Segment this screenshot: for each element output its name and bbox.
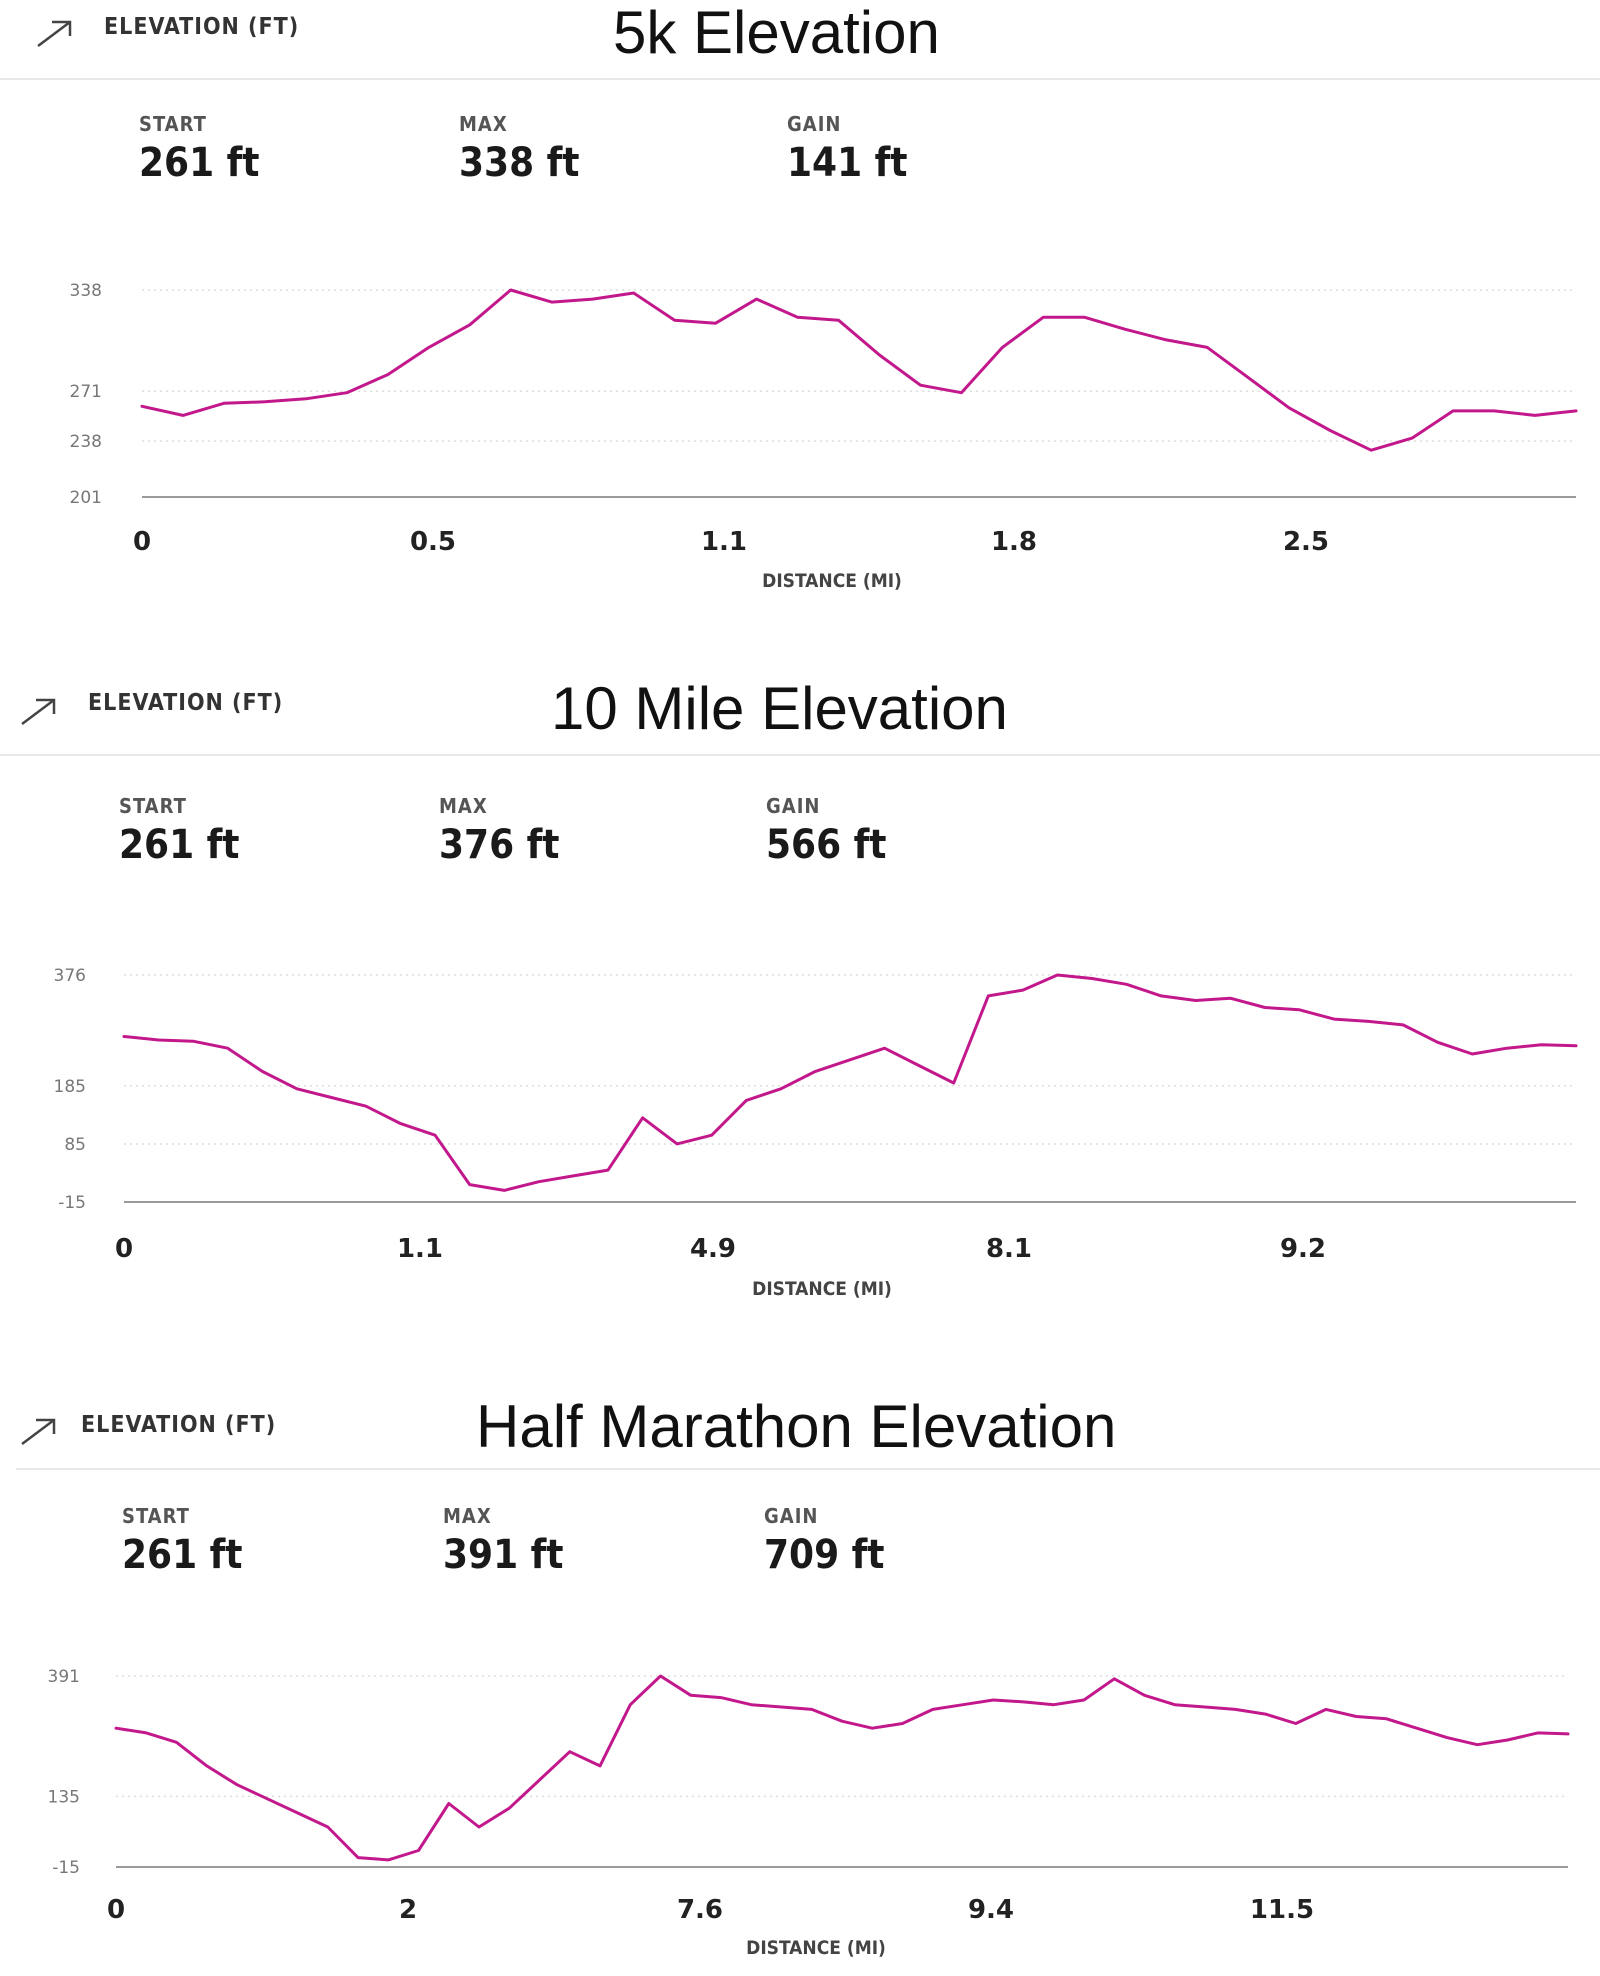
- x-tick-label: 0: [115, 1234, 133, 1264]
- x-tick-label: 0: [133, 527, 151, 557]
- stat-gain: GAIN 141 ft: [787, 112, 908, 186]
- stat-value: 338 ft: [459, 140, 580, 186]
- trend-arrow-icon: [21, 698, 56, 725]
- y-tick-label: 376: [54, 966, 86, 986]
- elevation-line: [122, 973, 1578, 1192]
- y-tick-label: -15: [52, 1858, 80, 1878]
- stat-gain: GAIN 566 ft: [766, 794, 887, 868]
- x-tick-label: 1.8: [991, 527, 1037, 557]
- y-tick-label: 85: [64, 1135, 86, 1155]
- y-tick-label: 338: [70, 281, 102, 301]
- stat-label: START: [139, 112, 207, 136]
- stat-label: GAIN: [764, 1504, 819, 1528]
- x-tick-label: 2: [399, 1895, 417, 1925]
- stat-start: START 261 ft: [122, 1504, 243, 1578]
- x-tick-label: 4.9: [690, 1234, 736, 1264]
- x-tick-label: 2.5: [1283, 527, 1329, 557]
- chart-panel-half-marathon: ELEVATION (FT) Half Marathon Elevation S…: [0, 1392, 1600, 1976]
- x-axis-label: DISTANCE (MI): [746, 1937, 886, 1959]
- stat-value: 261 ft: [119, 822, 240, 868]
- stat-label: GAIN: [766, 794, 821, 818]
- trend-arrow-icon: [21, 1418, 56, 1445]
- stat-value: 261 ft: [139, 140, 260, 186]
- stat-start: START 261 ft: [119, 794, 240, 868]
- y-tick-label: 391: [48, 1667, 80, 1687]
- y-tick-label: -15: [58, 1193, 86, 1213]
- stat-max: MAX 338 ft: [459, 112, 580, 186]
- stat-gain: GAIN 709 ft: [764, 1504, 885, 1578]
- x-tick-label: 0: [107, 1895, 125, 1925]
- x-tick-label: 8.1: [986, 1234, 1032, 1264]
- chart-header: ELEVATION (FT) 10 Mile Elevation: [0, 675, 1600, 756]
- stat-value: 566 ft: [766, 822, 887, 868]
- y-tick-label: 271: [70, 382, 102, 402]
- stat-label: START: [119, 794, 187, 818]
- stat-label: MAX: [443, 1504, 492, 1528]
- stat-max: MAX 391 ft: [443, 1504, 564, 1578]
- stat-value: 261 ft: [122, 1532, 243, 1578]
- chart-title: 5k Elevation: [613, 0, 940, 66]
- chart-panel-10-mile: ELEVATION (FT) 10 Mile Elevation START 2…: [0, 675, 1600, 1316]
- x-tick-label: 7.6: [677, 1895, 723, 1925]
- stat-value: 376 ft: [439, 822, 560, 868]
- stat-value: 141 ft: [787, 140, 908, 186]
- stat-label: MAX: [459, 112, 508, 136]
- x-tick-label: 1.1: [701, 527, 747, 557]
- stat-max: MAX 376 ft: [439, 794, 560, 868]
- x-tick-label: 0.5: [410, 527, 456, 557]
- elevation-label: ELEVATION (FT): [104, 14, 300, 40]
- elevation-label: ELEVATION (FT): [81, 1412, 277, 1438]
- elevation-label: ELEVATION (FT): [88, 690, 284, 716]
- stat-value: 391 ft: [443, 1532, 564, 1578]
- x-tick-label: 9.4: [968, 1895, 1014, 1925]
- stat-label: MAX: [439, 794, 488, 818]
- x-axis-label: DISTANCE (MI): [752, 1278, 892, 1300]
- chart-header: ELEVATION (FT) 5k Elevation: [0, 0, 1600, 80]
- y-tick-label: 238: [70, 432, 102, 452]
- stat-value: 709 ft: [764, 1532, 885, 1578]
- chart-title: 10 Mile Elevation: [551, 675, 1008, 742]
- x-axis-label: DISTANCE (MI): [762, 570, 902, 592]
- y-tick-label: 185: [54, 1077, 86, 1097]
- x-tick-label: 9.2: [1280, 1234, 1326, 1264]
- elevation-line: [140, 288, 1578, 452]
- y-tick-label: 201: [70, 488, 102, 508]
- chart-title: Half Marathon Elevation: [476, 1393, 1117, 1460]
- trend-arrow-icon: [37, 20, 72, 47]
- stat-start: START 261 ft: [139, 112, 260, 186]
- elevation-chart-5k: 338 271 238 201 0 0.5 1.1 1.8 2.5 DISTANCE (MI): [70, 281, 1578, 592]
- stat-label: GAIN: [787, 112, 842, 136]
- x-tick-label: 11.5: [1250, 1895, 1314, 1925]
- x-tick-label: 1.1: [397, 1234, 443, 1264]
- elevation-line: [114, 1674, 1570, 1862]
- chart-header: ELEVATION (FT) Half Marathon Elevation: [16, 1392, 1600, 1470]
- stat-label: START: [122, 1504, 190, 1528]
- chart-panel-5k: ELEVATION (FT) 5k Elevation START 261 ft…: [0, 0, 1600, 620]
- y-tick-label: 135: [48, 1787, 80, 1807]
- elevation-chart-10-mile: 376 185 85 -15 0 1.1 4.9 8.1 9.2 DISTANCE (MI): [54, 966, 1578, 1300]
